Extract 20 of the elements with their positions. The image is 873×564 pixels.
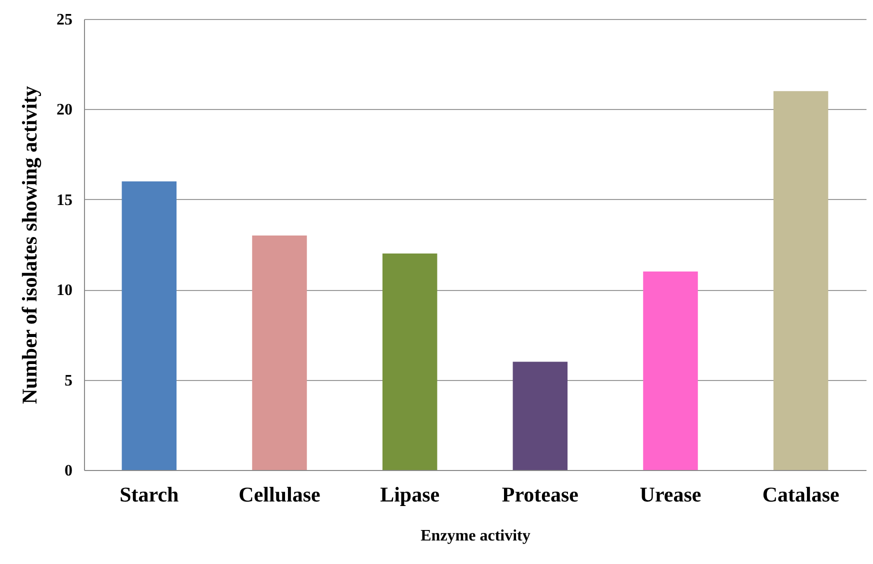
x-tick-label: Catalase <box>762 482 840 506</box>
x-tick-label: Starch <box>120 482 180 506</box>
y-axis-title: Number of isolates showing activity <box>18 85 42 404</box>
x-axis-title: Enzyme activity <box>420 528 530 544</box>
bar <box>382 254 438 470</box>
y-tick-label: 0 <box>64 462 72 480</box>
x-tick-label: Lipase <box>380 482 440 506</box>
y-tick-label: 5 <box>64 372 72 390</box>
y-tick-label: 10 <box>56 282 72 300</box>
bar <box>122 181 177 470</box>
y-tick-label: 20 <box>56 102 72 119</box>
y-tick-label: 25 <box>56 12 72 28</box>
x-tick-label: Protease <box>502 482 578 506</box>
x-tick-label: Cellulase <box>238 482 320 506</box>
bar <box>643 272 698 470</box>
bar <box>512 362 568 470</box>
y-tick-label: 15 <box>56 192 72 209</box>
bar <box>252 235 307 470</box>
bar <box>773 91 828 470</box>
x-tick-label: Urease <box>640 482 702 506</box>
